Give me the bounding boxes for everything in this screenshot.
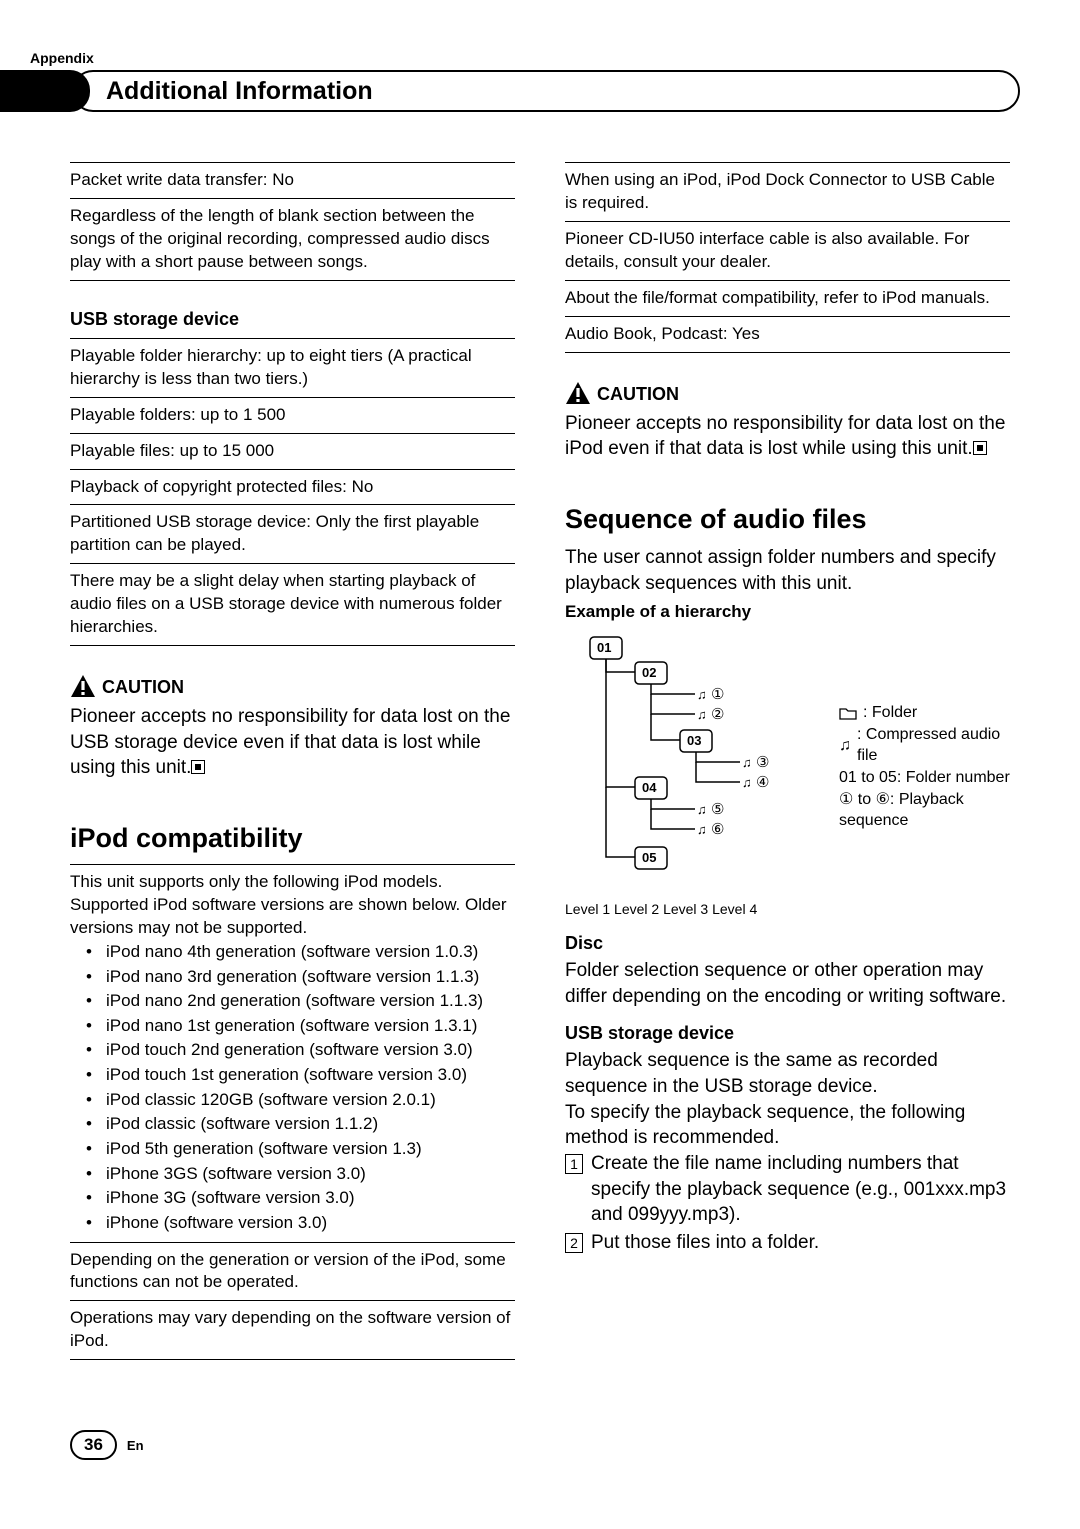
caution-row: CAUTION [70,674,515,698]
page-title: Additional Information [106,77,373,106]
info-item: Playable files: up to 15 000 [70,434,515,470]
info-item: Playable folders: up to 1 500 [70,398,515,434]
page-number: 36 [70,1430,117,1460]
ipod-heading: iPod compatibility [70,823,515,854]
disc-body: Folder selection sequence or other opera… [565,958,1010,1009]
music-icon: ♫ [839,735,851,757]
caution-icon [70,674,96,698]
svg-text:04: 04 [642,780,657,795]
info-item: Packet write data transfer: No [70,162,515,199]
svg-text:02: 02 [642,665,656,680]
ipod-intro: This unit supports only the following iP… [70,871,515,940]
sequence-heading: Sequence of audio files [565,504,1010,535]
svg-text:♫: ♫ [742,775,752,790]
legend-audio: ♫ : Compressed audio file [839,724,1010,767]
info-item: When using an iPod, iPod Dock Connector … [565,162,1010,222]
svg-text:♫: ♫ [742,755,752,770]
legend-seq: ① to ⑥: Playback sequence [839,789,1010,832]
list-item: iPod touch 2nd generation (software vers… [90,1038,515,1063]
list-item: iPod classic (software version 1.1.2) [90,1112,515,1137]
caution-icon [565,381,591,405]
caution-body-text: Pioneer accepts no responsibility for da… [565,413,1005,460]
end-square-icon [973,441,987,455]
svg-text:③: ③ [756,754,769,771]
sequence-body: The user cannot assign folder numbers an… [565,545,1010,596]
header-bar: Additional Information [0,70,1080,112]
step-item: 1 Create the file name including numbers … [565,1151,1010,1228]
step-number: 1 [565,1154,583,1174]
list-item: iPod nano 1st generation (software versi… [90,1014,515,1039]
ipod-intro-block: This unit supports only the following iP… [70,864,515,1243]
usb-body-2: To specify the playback sequence, the fo… [565,1100,1010,1151]
caution-label: CAUTION [102,677,184,698]
info-item: Audio Book, Podcast: Yes [565,317,1010,353]
list-item: iPod 5th generation (software version 1.… [90,1137,515,1162]
info-item: Partitioned USB storage device: Only the… [70,505,515,564]
caution-row: CAUTION [565,381,1010,405]
svg-text:03: 03 [687,733,701,748]
right-column: When using an iPod, iPod Dock Connector … [565,162,1010,1360]
svg-text:♫: ♫ [697,802,707,817]
caution-label: CAUTION [597,384,679,405]
svg-text:④: ④ [756,774,769,791]
legend-text: : Compressed audio file [857,724,1010,767]
steps-list: 1 Create the file name including numbers … [565,1151,1010,1256]
list-item: iPhone 3G (software version 3.0) [90,1186,515,1211]
list-item: iPod classic 120GB (software version 2.0… [90,1088,515,1113]
svg-text:②: ② [711,706,724,723]
language-label: En [127,1438,144,1453]
left-column: Packet write data transfer: No Regardles… [70,162,515,1360]
list-item: iPod touch 1st generation (software vers… [90,1063,515,1088]
legend-range: 01 to 05: Folder number [839,767,1010,789]
caution-body-text: Pioneer accepts no responsibility for da… [70,706,510,778]
hierarchy-diagram-wrap: .fbox { fill:#fff; stroke:#000; stroke-w… [565,632,1010,917]
appendix-label: Appendix [30,50,1010,66]
end-square-icon [191,760,205,774]
caution-body: Pioneer accepts no responsibility for da… [565,411,1010,462]
legend: : Folder ♫ : Compressed audio file 01 to… [839,632,1010,832]
legend-folder: : Folder [839,702,1010,724]
usb-body-1: Playback sequence is the same as recorde… [565,1048,1010,1099]
page-footer: 36 En [70,1430,1010,1460]
step-item: 2 Put those files into a folder. [565,1230,1010,1256]
content-columns: Packet write data transfer: No Regardles… [70,162,1010,1360]
list-item: iPhone 3GS (software version 3.0) [90,1162,515,1187]
disc-heading: Disc [565,933,1010,954]
info-item: Pioneer CD-IU50 interface cable is also … [565,222,1010,281]
svg-text:05: 05 [642,850,656,865]
svg-text:♫: ♫ [697,822,707,837]
usb-heading: USB storage device [70,309,515,330]
svg-text:♫: ♫ [697,707,707,722]
info-item: Depending on the generation or version o… [70,1243,515,1302]
info-item: Operations may vary depending on the sof… [70,1301,515,1360]
info-item: Regardless of the length of blank sectio… [70,199,515,281]
svg-text:♫: ♫ [697,687,707,702]
usb-heading-2: USB storage device [565,1023,1010,1044]
black-tab [0,70,90,112]
folder-icon [839,706,857,720]
info-item: Playback of copyright protected files: N… [70,470,515,506]
info-item: There may be a slight delay when startin… [70,564,515,646]
info-item: About the file/format compatibility, ref… [565,281,1010,317]
hierarchy-diagram: .fbox { fill:#fff; stroke:#000; stroke-w… [565,632,815,917]
list-item: iPod nano 2nd generation (software versi… [90,989,515,1014]
step-number: 2 [565,1233,583,1253]
svg-text:01: 01 [597,640,611,655]
caution-body: Pioneer accepts no responsibility for da… [70,704,515,781]
list-item: iPhone (software version 3.0) [90,1211,515,1236]
list-item: iPod nano 4th generation (software versi… [90,940,515,965]
info-item: Playable folder hierarchy: up to eight t… [70,338,515,398]
step-text: Create the file name including numbers t… [591,1151,1010,1228]
levels-label: Level 1 Level 2 Level 3 Level 4 [565,901,815,917]
step-text: Put those files into a folder. [591,1230,819,1256]
list-item: iPod nano 3rd generation (software versi… [90,965,515,990]
ipod-list: iPod nano 4th generation (software versi… [70,940,515,1236]
legend-text: : Folder [863,702,917,724]
hierarchy-heading: Example of a hierarchy [565,602,1010,622]
svg-text:①: ① [711,686,724,703]
hierarchy-svg: .fbox { fill:#fff; stroke:#000; stroke-w… [565,632,815,892]
title-capsule: Additional Information [72,70,1020,112]
svg-text:⑥: ⑥ [711,821,724,838]
svg-text:⑤: ⑤ [711,801,724,818]
